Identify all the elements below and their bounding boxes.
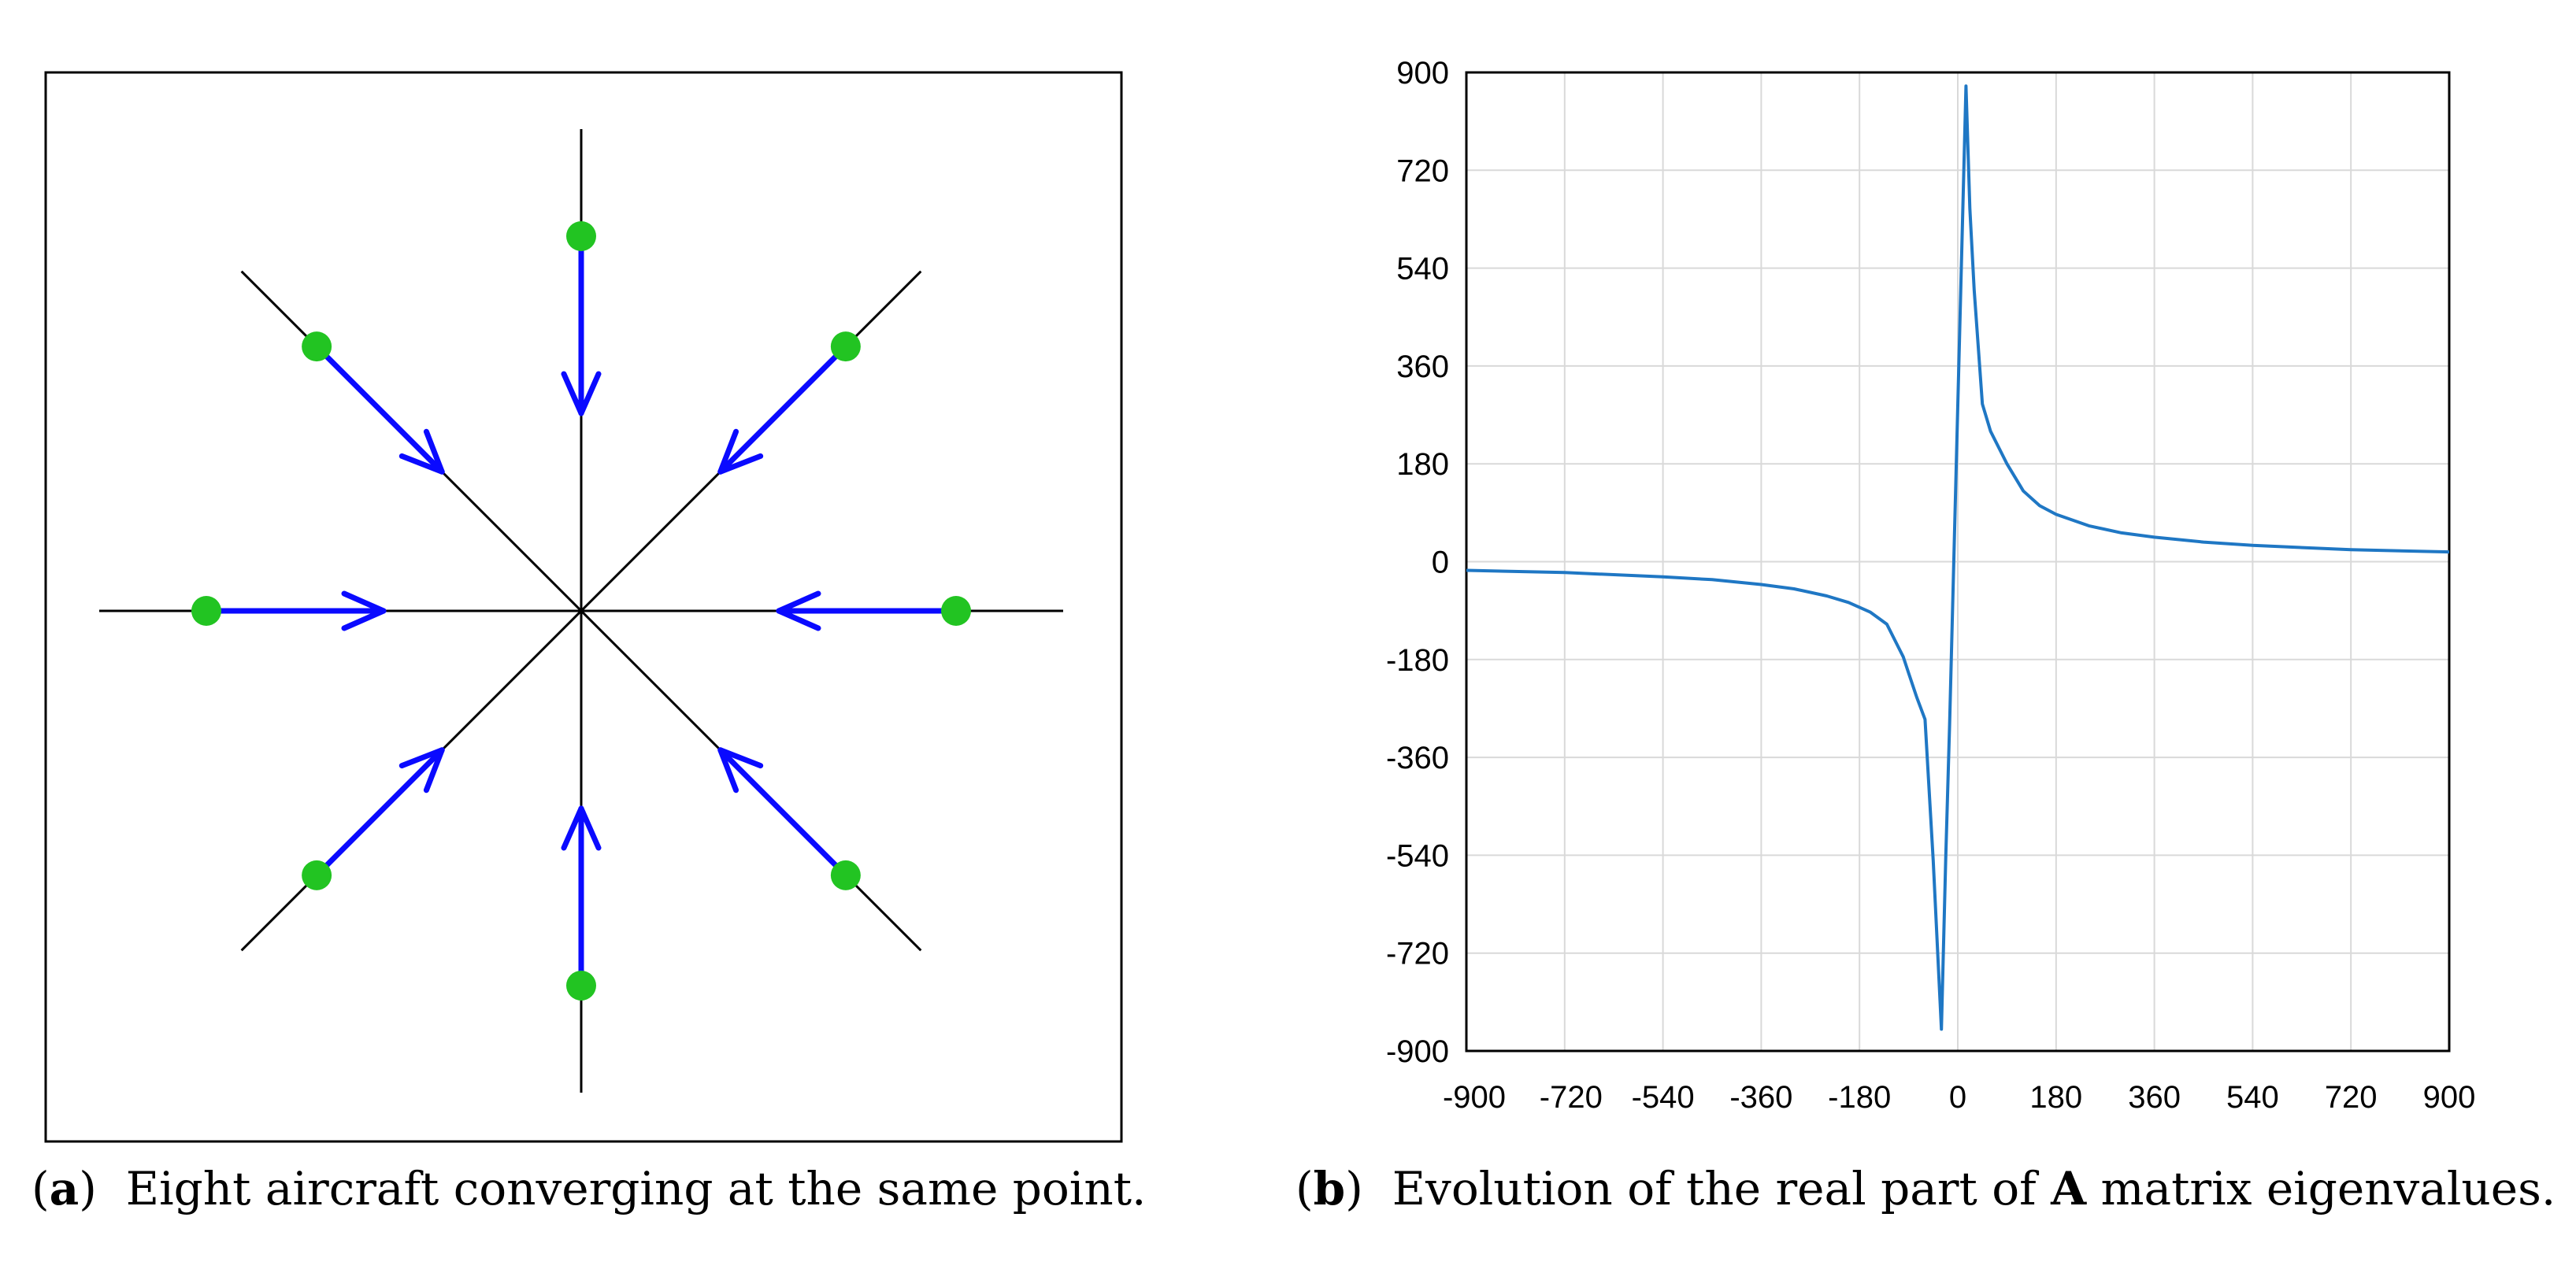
x-tick-label: -540 [1632,1080,1695,1115]
y-tick-label: -180 [1386,643,1449,678]
aircraft-marker [566,221,596,251]
y-tick-label: 900 [1396,56,1449,91]
panel-b-caption-letter: b [1313,1162,1346,1215]
aircraft-arrow-head [341,590,387,631]
plot-frame [1465,71,2451,1053]
y-tick-label: -360 [1386,741,1449,775]
y-tick-label: 720 [1396,154,1449,188]
chart-grid [1466,72,2450,1052]
x-tick-label: 540 [2226,1080,2279,1115]
aircraft-arrow-shaft [313,343,445,475]
x-axis-ticks: -900 -720 -540 -360 -180 0 180 360 540 720 900 [1443,1080,2475,1115]
panel-b-caption: (b) Evolution of the real part of A matr… [1295,1162,2556,1215]
aircraft-arrow-head [561,805,602,851]
y-tick-label: -720 [1386,937,1449,971]
panel-b: 900 720 540 360 180 0 -180 -360 -540 -720 -900 -90… [1386,56,2475,1115]
panel-a [44,71,1123,1143]
aircraft-arrow-head [776,590,821,631]
y-tick-label: 360 [1396,350,1449,384]
aircraft-arrow-shaft [313,747,445,879]
aircraft-marker [302,860,332,890]
aircraft-arrow-head [398,747,445,794]
x-tick-label: 360 [2128,1080,2181,1115]
panel-a-caption-text: Eight aircraft converging at the same po… [125,1162,1147,1215]
x-tick-label: 0 [1949,1080,1966,1115]
y-tick-label: 180 [1396,447,1449,482]
panel-b-caption-pre: Evolution of the real part of [1392,1162,2052,1215]
aircraft-arrow-head [398,428,445,475]
x-tick-label: 720 [2325,1080,2378,1115]
aircraft-arrow-head [561,371,602,416]
aircraft-arrows [203,233,959,989]
y-axis-ticks: 900 720 540 360 180 0 -180 -360 -540 -720 -900 [1386,56,1449,1069]
aircraft-arrow-head [717,747,764,794]
x-tick-label: -180 [1828,1080,1891,1115]
y-tick-label: -900 [1386,1034,1449,1069]
panel-b-caption-post: matrix eigenvalues. [2086,1162,2556,1215]
aircraft-marker [830,860,861,890]
aircraft-markers [191,221,971,1001]
aircraft-marker [830,331,861,362]
panel-b-caption-bold: A [2051,1162,2087,1215]
aircraft-marker [302,331,332,362]
aircraft-marker [941,596,971,626]
eigenvalue-series-line [1466,84,2450,1031]
x-tick-label: -360 [1729,1080,1792,1115]
panel-a-caption: (a) Eight aircraft converging at the sam… [32,1162,1147,1215]
aircraft-arrow-shaft [717,343,849,475]
x-tick-label: 900 [2423,1080,2476,1115]
x-tick-label: 180 [2029,1080,2082,1115]
y-tick-label: 0 [1432,546,1449,580]
aircraft-arrow-shaft [717,747,849,879]
aircraft-arrow-head [717,428,764,475]
y-tick-label: -540 [1386,838,1449,873]
y-tick-label: 540 [1396,252,1449,287]
aircraft-marker [191,596,221,626]
panel-a-caption-letter: a [49,1162,80,1215]
aircraft-marker [566,971,596,1001]
x-tick-label: -900 [1443,1080,1506,1115]
x-tick-label: -720 [1540,1080,1603,1115]
